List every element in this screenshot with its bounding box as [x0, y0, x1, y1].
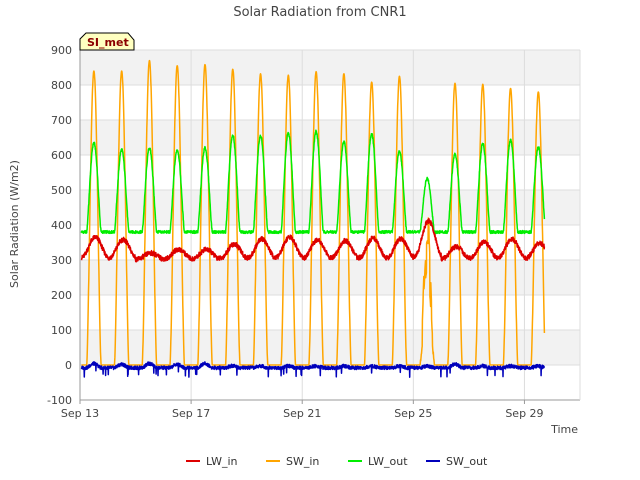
y-tick-label: 700	[51, 114, 72, 127]
axes	[79, 50, 581, 401]
y-tick-label: 0	[65, 359, 72, 372]
y-tick-label: -100	[47, 394, 72, 407]
y-tick-label: 900	[51, 44, 72, 57]
y-tick-label: 400	[51, 219, 72, 232]
y-tick-label: 200	[51, 289, 72, 302]
y-tick-labels: -100 0 100 200 300 400 500 600 700 800 900	[47, 44, 72, 407]
x-tick-label: Sep 29	[505, 407, 543, 420]
x-tick-label: Sep 17	[172, 407, 210, 420]
plot-band	[80, 190, 580, 225]
x-axis-label: Time	[550, 423, 578, 436]
plot-band	[80, 330, 580, 365]
y-tick-label: 500	[51, 184, 72, 197]
series-line-lw-out	[80, 129, 546, 235]
x-tick-labels: Sep 13 Sep 17 Sep 21 Sep 25 Sep 29	[61, 400, 544, 420]
series-line-lw-in	[80, 217, 546, 263]
legend-label: LW_in	[206, 455, 238, 468]
series-line-sw-out	[80, 361, 546, 378]
station-badge: SI_met	[79, 32, 135, 51]
legend-label: LW_out	[368, 455, 408, 468]
x-tick-label: Sep 21	[283, 407, 321, 420]
legend: LW_in SW_in LW_out SW_out	[186, 455, 488, 468]
legend-label: SW_out	[446, 455, 488, 468]
series-group	[80, 59, 546, 378]
plot-band	[80, 260, 580, 295]
y-tick-label: 300	[51, 254, 72, 267]
badge-label: SI_met	[87, 36, 129, 49]
plot-band	[80, 120, 580, 155]
plot-band	[80, 50, 580, 85]
y-axis-label: Solar Radiation (W/m2)	[8, 160, 21, 288]
chart-title: Solar Radiation from CNR1	[233, 5, 406, 20]
x-tick-label: Sep 13	[61, 407, 99, 420]
badge-shape	[79, 32, 135, 51]
y-tick-label: 600	[51, 149, 72, 162]
legend-label: SW_in	[286, 455, 319, 468]
y-tick-label: 800	[51, 79, 72, 92]
y-tick-label: 100	[51, 324, 72, 337]
x-tick-label: Sep 25	[394, 407, 432, 420]
